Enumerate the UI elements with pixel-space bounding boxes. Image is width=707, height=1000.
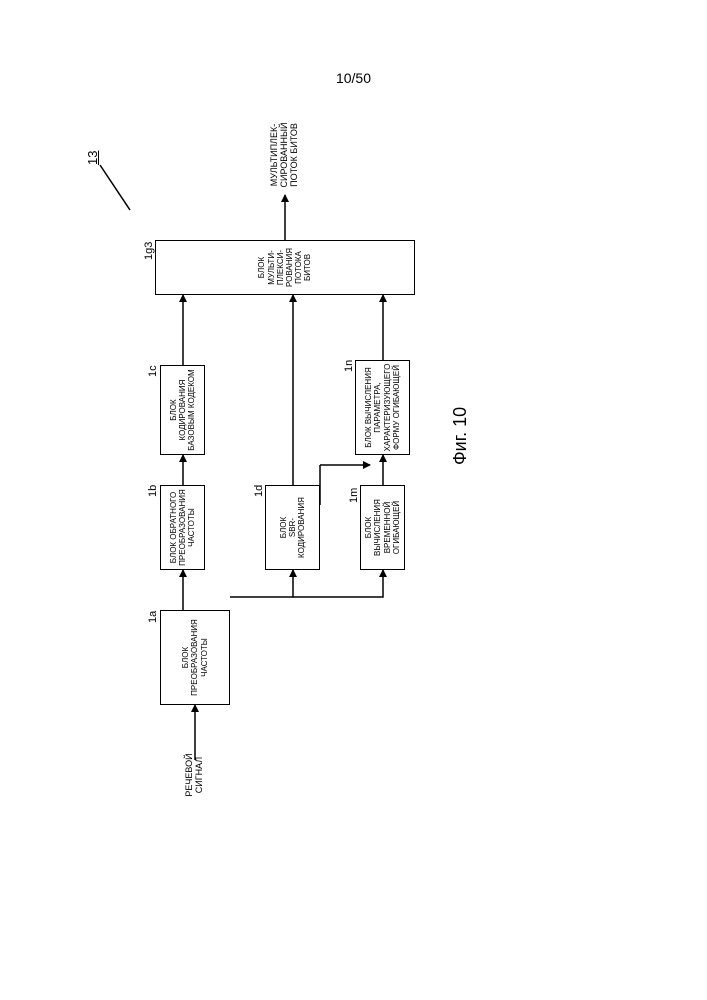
block-sbr-encoding: БЛОКSBR-КОДИРОВАНИЯ [265,485,320,570]
diagram-stage: БЛОКПРЕОБРАЗОВАНИЯЧАСТОТЫ БЛОК ОБРАТНОГО… [15,285,705,765]
ref-1d: 1d [253,485,265,497]
output-label: МУЛЬТИПЛЕК-СИРОВАННЫЙПОТОК БИТОВ [270,100,300,210]
block-temporal-envelope: БЛОК ВЫЧИСЛЕНИЯВРЕМЕННОЙОГИБАЮЩЕЙ [360,485,405,570]
block-envelope-shape-param: БЛОК ВЫЧИСЛЕНИЯПАРАМЕТРА,ХАРАКТЕРИЗУЮЩЕГ… [355,360,410,455]
input-label: РЕЧЕВОЙСИГНАЛ [185,735,205,815]
figure-caption: Фиг. 10 [450,407,471,465]
ref-1m: 1m [348,488,360,503]
block-inverse-freq-transform: БЛОК ОБРАТНОГОПРЕОБРАЗОВАНИЯЧАСТОТЫ [160,485,205,570]
block-text: БЛОК ВЫЧИСЛЕНИЯВРЕМЕННОЙОГИБАЮЩЕЙ [364,488,401,567]
block-text: БЛОК ВЫЧИСЛЕНИЯПАРАМЕТРА,ХАРАКТЕРИЗУЮЩЕГ… [364,364,401,452]
block-text: БЛОКПРЕОБРАЗОВАНИЯЧАСТОТЫ [181,619,209,696]
block-freq-transform: БЛОКПРЕОБРАЗОВАНИЯЧАСТОТЫ [160,610,230,705]
block-text: БЛОКSBR-КОДИРОВАНИЯ [279,497,307,558]
block-text: БЛОКМУЛЬТИ-ПЛЕКСИ-РОВАНИЯПОТОКАБИТОВ [257,248,312,287]
ref-1n: 1n [343,360,355,372]
system-id: 13 [85,151,100,165]
system-id-text: 13 [85,151,100,165]
ref-1b: 1b [147,485,159,497]
block-bitstream-mux: БЛОКМУЛЬТИ-ПЛЕКСИ-РОВАНИЯПОТОКАБИТОВ [155,240,415,295]
block-base-codec-encoding: БЛОККОДИРОВАНИЯБАЗОВЫМ КОДЕКОМ [160,365,205,455]
block-text: БЛОК ОБРАТНОГОПРЕОБРАЗОВАНИЯЧАСТОТЫ [169,489,197,566]
ref-1c: 1c [147,365,159,377]
ref-1g3: 1g3 [143,242,155,260]
ref-1a: 1a [147,611,159,623]
page-number: 10/50 [0,70,707,86]
block-text: БЛОККОДИРОВАНИЯБАЗОВЫМ КОДЕКОМ [169,369,197,450]
